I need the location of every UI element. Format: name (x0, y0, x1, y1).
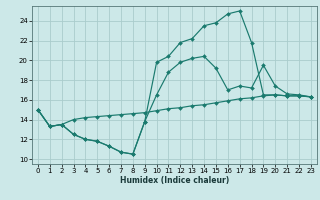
X-axis label: Humidex (Indice chaleur): Humidex (Indice chaleur) (120, 176, 229, 185)
